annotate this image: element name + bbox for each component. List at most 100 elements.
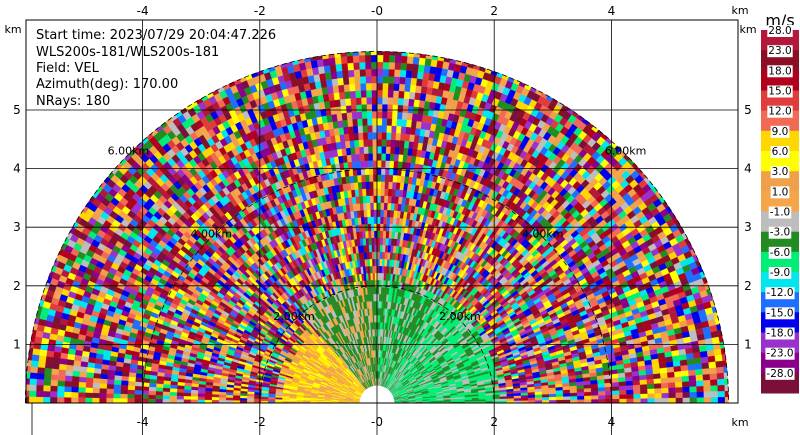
velocity-cell: [373, 237, 378, 245]
velocity-cell: [626, 398, 634, 404]
velocity-cell: [619, 398, 627, 404]
velocity-cell: [379, 265, 382, 274]
velocity-cell: [710, 379, 718, 386]
velocity-cell: [618, 376, 626, 383]
velocity-cell: [343, 84, 350, 92]
velocity-cell: [639, 374, 647, 381]
velocity-cell: [365, 68, 372, 77]
velocity-cell: [379, 244, 383, 253]
velocity-cell: [370, 61, 378, 70]
velocity-cell: [408, 91, 416, 100]
velocity-cell: [371, 244, 375, 253]
velocity-cell: [372, 132, 378, 140]
velocity-cell: [388, 69, 395, 77]
velocity-cell: [350, 104, 357, 113]
velocity-cell: [392, 97, 399, 106]
velocity-cell: [393, 76, 400, 84]
velocity-cell: [646, 383, 655, 389]
velocity-cell: [380, 195, 385, 203]
velocity-cell: [633, 389, 641, 395]
velocity-cell: [687, 363, 696, 371]
velocity-cell: [383, 195, 389, 204]
velocity-cell: [389, 153, 395, 162]
velocity-cell: [361, 111, 368, 119]
velocity-cell: [382, 230, 387, 239]
velocity-cell: [358, 146, 365, 155]
velocity-cell: [382, 237, 386, 246]
velocity-cell: [382, 82, 389, 91]
velocity-cell: [368, 153, 373, 161]
velocity-cell: [717, 390, 726, 398]
velocity-cell: [695, 374, 704, 381]
velocity-cell: [400, 126, 407, 134]
velocity-cell: [398, 90, 405, 99]
velocity-cell: [654, 387, 662, 394]
velocity-cell: [400, 55, 408, 64]
velocity-cell: [369, 181, 374, 189]
velocity-cell: [689, 397, 698, 404]
velocity-cell: [380, 181, 385, 189]
velocity-cell: [380, 160, 386, 168]
velocity-cell: [709, 367, 717, 375]
velocity-cell: [373, 202, 378, 210]
velocity-cell: [360, 83, 367, 91]
velocity-cell: [359, 62, 366, 70]
velocity-cell: [682, 397, 691, 404]
velocity-cell: [714, 354, 723, 362]
velocity-cell: [350, 147, 356, 155]
velocity-cell: [366, 202, 371, 211]
velocity-cell: [369, 258, 373, 267]
velocity-cell: [365, 89, 372, 98]
velocity-cell: [376, 89, 383, 98]
velocity-cell: [339, 98, 346, 107]
velocity-cell: [376, 125, 382, 133]
velocity-cell: [660, 377, 669, 384]
velocity-cell: [370, 54, 378, 63]
velocity-cell: [407, 105, 414, 114]
velocity-cell: [395, 132, 401, 141]
velocity-cell: [353, 132, 359, 141]
velocity-cell: [368, 174, 374, 182]
velocity-cell: [420, 86, 428, 95]
velocity-cell: [397, 104, 404, 113]
velocity-cell: [370, 216, 375, 224]
velocity-cell: [381, 258, 385, 267]
velocity-cell: [563, 399, 571, 404]
velocity-cell: [371, 96, 378, 105]
velocity-cell: [384, 181, 389, 189]
velocity-cell: [348, 76, 355, 85]
velocity-cell: [703, 391, 712, 398]
velocity-cell: [381, 125, 387, 133]
velocity-cell: [379, 258, 383, 267]
velocity-cell: [366, 97, 372, 105]
velocity-cell: [357, 125, 363, 134]
velocity-cell: [584, 395, 592, 400]
velocity-cell: [404, 133, 411, 142]
velocity-cell: [717, 384, 726, 392]
velocity-cell: [646, 373, 654, 380]
velocity-cell: [335, 63, 343, 72]
velocity-cell: [372, 174, 378, 182]
velocity-cell: [376, 54, 384, 63]
velocity-cell: [661, 387, 669, 394]
velocity-cell: [371, 258, 375, 267]
velocity-cell: [368, 237, 372, 246]
velocity-cell: [389, 209, 395, 218]
velocity-cell: [410, 77, 417, 86]
velocity-cell: [364, 160, 369, 168]
velocity-cell: [376, 61, 384, 70]
velocity-cell: [388, 174, 394, 183]
velocity-cell: [380, 174, 386, 182]
velocity-cell: [376, 244, 380, 252]
velocity-cell: [724, 396, 729, 404]
velocity-cell: [359, 160, 365, 169]
velocity-cell: [385, 237, 389, 246]
velocity-cell: [361, 181, 366, 190]
velocity-cell: [371, 68, 378, 77]
velocity-cell: [342, 77, 350, 85]
velocity-cell: [405, 126, 412, 135]
velocity-cell: [386, 118, 393, 126]
velocity-cell: [393, 160, 399, 169]
velocity-cell: [368, 160, 374, 168]
velocity-cell: [382, 54, 390, 63]
